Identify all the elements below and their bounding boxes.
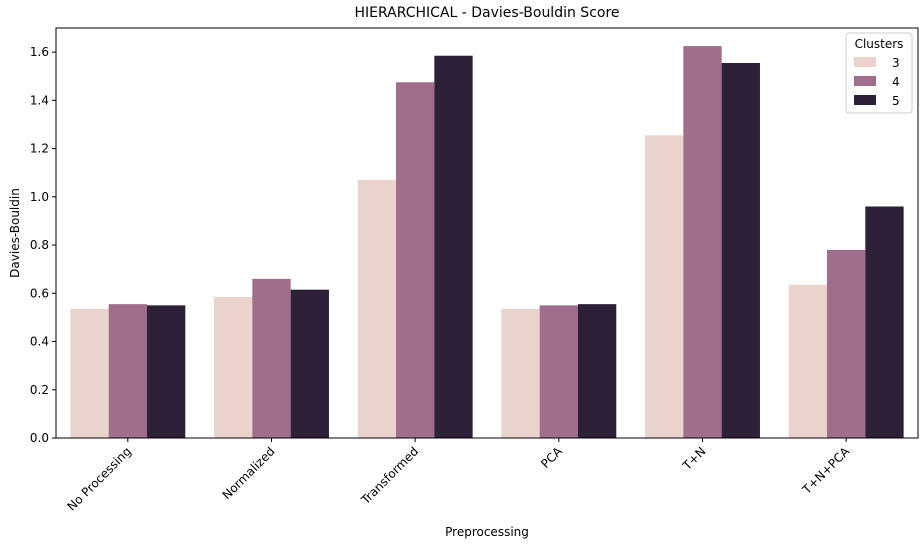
legend-label: 4 <box>892 75 900 89</box>
x-tick-label: T+N+PCA <box>799 444 853 498</box>
bar <box>108 304 147 438</box>
legend-swatch <box>854 57 876 67</box>
bar <box>214 296 253 438</box>
bar <box>357 179 397 439</box>
x-tick-label: PCA <box>538 444 565 471</box>
legend-label: 5 <box>892 94 900 108</box>
bar <box>865 206 904 438</box>
x-tick-label: T+N <box>679 444 708 473</box>
bar <box>683 46 722 439</box>
y-tick-label: 0.8 <box>30 238 49 252</box>
y-tick-label: 0.6 <box>30 286 49 300</box>
bar <box>827 249 866 438</box>
x-tick-label: Normalized <box>220 444 278 502</box>
x-axis: No Processing Normalized Transformed PCA T+N… <box>65 438 853 514</box>
y-tick-label: 1.0 <box>30 190 49 204</box>
bar <box>252 278 291 438</box>
bar <box>577 304 617 438</box>
y-tick-label: 1.4 <box>30 93 49 107</box>
x-tick-label: No Processing <box>65 444 134 513</box>
bar <box>396 82 435 438</box>
bar <box>788 284 828 438</box>
y-tick-label: 0.0 <box>30 431 49 445</box>
bar <box>721 62 760 439</box>
x-axis-title: Preprocessing <box>445 525 529 539</box>
bar <box>434 55 473 439</box>
plot-frame <box>55 27 919 439</box>
y-tick-label: 1.2 <box>30 142 49 156</box>
legend-swatch <box>854 95 876 105</box>
legend: Clusters 3 4 5 <box>845 32 913 114</box>
legend-swatch <box>854 76 876 86</box>
bar <box>70 308 109 438</box>
bar <box>290 289 329 438</box>
bar <box>645 135 684 438</box>
chart-title: HIERARCHICAL - Davies-Bouldin Score <box>354 5 619 21</box>
bar <box>146 305 186 438</box>
legend-box <box>845 32 913 114</box>
legend-title: Clusters <box>855 37 904 51</box>
bars-group <box>70 46 904 439</box>
y-tick-label: 0.2 <box>30 383 49 397</box>
x-tick-label: Transformed <box>358 444 421 507</box>
legend-label: 3 <box>892 56 900 70</box>
legend-items: 3 4 5 <box>854 56 900 108</box>
y-axis: 0.0 0.2 0.4 0.6 0.8 1.0 1.2 1.4 1.6 <box>30 45 56 445</box>
bar <box>501 308 540 438</box>
y-axis-title: Davies-Bouldin <box>8 188 22 278</box>
y-tick-label: 1.6 <box>30 45 49 59</box>
bar <box>539 305 578 438</box>
y-tick-label: 0.4 <box>30 335 49 349</box>
